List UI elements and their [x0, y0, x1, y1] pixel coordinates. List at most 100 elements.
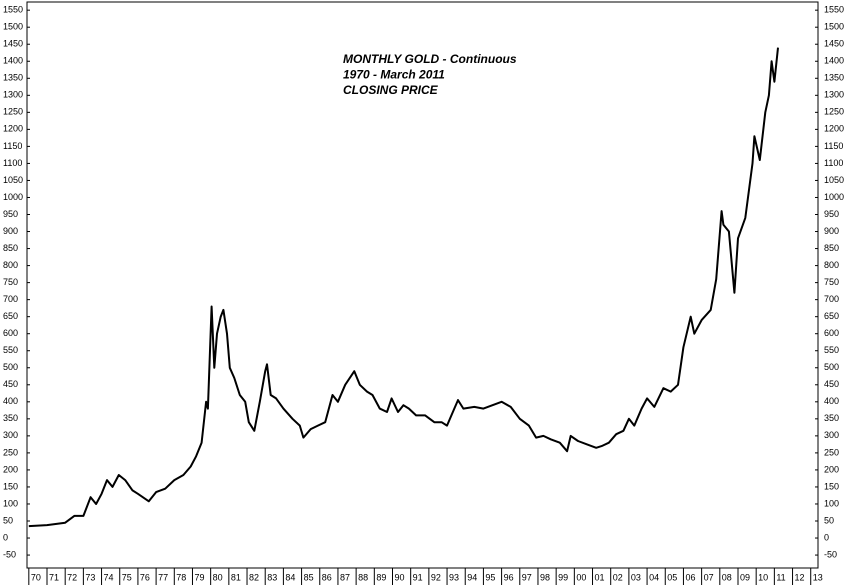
x-tick-label: 76 [140, 572, 150, 582]
x-tick-label: 74 [104, 572, 114, 582]
x-tick-label: 09 [740, 572, 750, 582]
x-tick-label: 10 [758, 572, 768, 582]
y-tick-label: 100 [3, 498, 18, 508]
y-tick-label: -50 [3, 549, 16, 559]
y-tick-label-right: 1250 [824, 107, 844, 117]
x-tick-label: 87 [340, 572, 350, 582]
y-tick-label-right: 700 [824, 294, 839, 304]
x-tick-label: 98 [540, 572, 550, 582]
x-tick-label: 96 [504, 572, 514, 582]
y-tick-label-right: 800 [824, 260, 839, 270]
y-tick-label: 1450 [3, 39, 23, 49]
x-tick-label: 83 [267, 572, 277, 582]
x-tick-label: 05 [667, 572, 677, 582]
x-tick-label: 00 [576, 572, 586, 582]
plot-frame [26, 1, 819, 569]
x-tick-label: 04 [649, 572, 659, 582]
y-tick-label: 650 [3, 311, 18, 321]
y-tick-label-right: 650 [824, 311, 839, 321]
y-tick-label: 150 [3, 481, 18, 491]
y-tick-label-right: 1100 [824, 158, 843, 168]
x-tick-label: 12 [795, 572, 805, 582]
y-tick-label: 250 [3, 447, 18, 457]
x-tick-label: 72 [67, 572, 77, 582]
y-tick-label-right: 1050 [824, 175, 844, 185]
y-tick-label: 850 [3, 243, 18, 253]
x-tick-label: 89 [376, 572, 386, 582]
y-tick-label-right: 900 [824, 226, 839, 236]
x-tick-label: 77 [158, 572, 168, 582]
y-tick-label-right: 1200 [824, 124, 844, 134]
y-tick-label-right: 1350 [824, 73, 844, 83]
y-tick-label-right: 1450 [824, 39, 844, 49]
x-tick-label: 81 [231, 572, 241, 582]
y-tick-label: 1300 [3, 90, 23, 100]
x-tick-label: 11 [776, 572, 785, 582]
y-tick-label-right: 1300 [824, 90, 844, 100]
y-tick-label: 1400 [3, 56, 23, 66]
y-tick-label: 1250 [3, 107, 23, 117]
y-tick-label-right: 850 [824, 243, 839, 253]
x-tick-label: 01 [595, 572, 605, 582]
y-tick-label: 200 [3, 464, 18, 474]
x-tick-label: 02 [613, 572, 623, 582]
chart-title: MONTHLY GOLD - Continuous [343, 52, 517, 66]
y-tick-label: 1150 [3, 141, 22, 151]
x-tick-label: 92 [431, 572, 441, 582]
y-tick-label: 1350 [3, 73, 23, 83]
y-tick-label: 950 [3, 209, 18, 219]
x-tick-label: 95 [485, 572, 495, 582]
y-tick-label: 400 [3, 396, 18, 406]
x-tick-label: 84 [285, 572, 295, 582]
y-tick-label: 500 [3, 362, 18, 372]
y-tick-label: 700 [3, 294, 18, 304]
y-tick-label: 350 [3, 413, 18, 423]
y-tick-label: 1550 [3, 5, 23, 15]
price-line [28, 47, 779, 528]
x-tick-label: 80 [213, 572, 223, 582]
y-tick-label: 0 [3, 532, 8, 542]
x-tick-label: 07 [704, 572, 714, 582]
y-tick-label: 1200 [3, 124, 23, 134]
x-tick-label: 88 [358, 572, 368, 582]
x-tick-label: 03 [631, 572, 641, 582]
y-tick-label-right: 500 [824, 362, 839, 372]
y-tick-label-right: 1150 [824, 141, 843, 151]
y-tick-label: 750 [3, 277, 18, 287]
y-tick-label: 50 [3, 515, 13, 525]
chart-title: 1970 - March 2011 [343, 68, 445, 82]
y-tick-label-right: 1500 [824, 22, 844, 32]
x-tick-label: 99 [558, 572, 568, 582]
x-tick-label: 73 [85, 572, 95, 582]
y-tick-label: 800 [3, 260, 18, 270]
x-tick-label: 71 [49, 572, 59, 582]
x-tick-label: 79 [194, 572, 204, 582]
y-tick-label-right: 350 [824, 413, 839, 423]
y-tick-label-right: 550 [824, 345, 839, 355]
y-tick-label: 1500 [3, 22, 23, 32]
y-tick-label: 550 [3, 345, 18, 355]
y-tick-label-right: 250 [824, 447, 839, 457]
y-tick-label-right: 150 [824, 481, 839, 491]
y-tick-label: 1050 [3, 175, 23, 185]
y-tick-label: 450 [3, 379, 18, 389]
y-tick-label-right: 100 [824, 498, 839, 508]
y-tick-label: 1000 [3, 192, 23, 202]
chart-title: CLOSING PRICE [343, 83, 439, 97]
y-tick-label-right: 1000 [824, 192, 844, 202]
x-tick-label: 94 [467, 572, 477, 582]
x-tick-label: 70 [31, 572, 41, 582]
y-tick-label-right: 200 [824, 464, 839, 474]
x-tick-label: 82 [249, 572, 259, 582]
y-tick-label-right: 1550 [824, 5, 844, 15]
y-tick-label: 900 [3, 226, 18, 236]
y-tick-label-right: -50 [824, 549, 837, 559]
y-tick-label-right: 400 [824, 396, 839, 406]
x-tick-label: 90 [394, 572, 404, 582]
y-tick-label-right: 600 [824, 328, 839, 338]
y-tick-label: 1100 [3, 158, 22, 168]
x-tick-label: 06 [685, 572, 695, 582]
y-tick-label-right: 50 [824, 515, 834, 525]
x-tick-label: 08 [722, 572, 732, 582]
y-tick-label-right: 0 [824, 532, 829, 542]
